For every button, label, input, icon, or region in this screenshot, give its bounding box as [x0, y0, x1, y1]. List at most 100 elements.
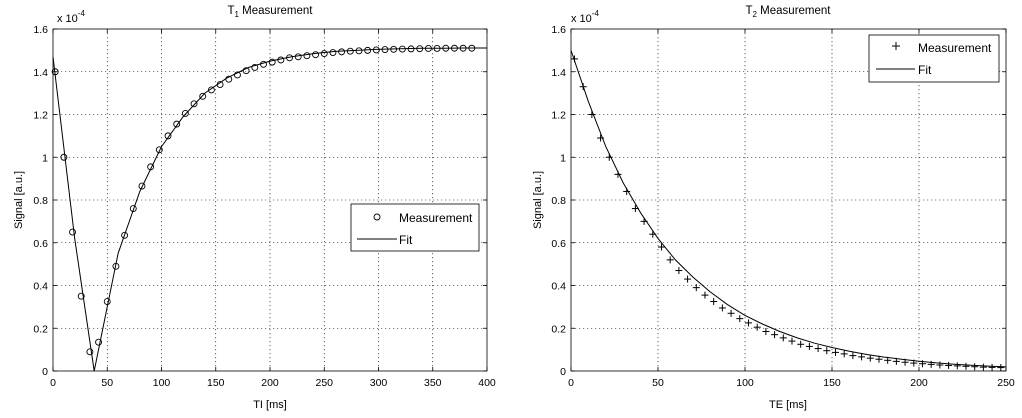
t1-data-point [277, 56, 285, 64]
t2-x-tick-label: 250 [997, 377, 1015, 389]
t2-data-point [858, 353, 866, 361]
t1-data-point [86, 348, 94, 356]
t2-y-tick-label: 0.6 [551, 238, 566, 250]
t2-data-point [936, 361, 944, 369]
t1-x-tick-label: 400 [478, 377, 496, 389]
t1-data-point [398, 45, 406, 53]
t2-data-point [831, 348, 839, 356]
t1-y-tick-label: 1 [42, 152, 48, 164]
t2-data-point [727, 309, 735, 317]
t1-data-point [251, 64, 259, 71]
t2-data-point [918, 360, 926, 368]
t1-data-point [60, 153, 68, 161]
t1-data-point [329, 49, 337, 56]
t2-fit-curve [570, 50, 1007, 368]
t2-fit-curve-group [570, 50, 1007, 368]
t1-data-point [173, 120, 181, 128]
t2-data-point [640, 217, 648, 225]
t1-x-tick-label: 300 [370, 377, 388, 389]
t2-data-point [849, 352, 857, 360]
t1-data-point [181, 109, 189, 117]
t2-measurement-markers [570, 55, 1005, 372]
t1-data-point [147, 163, 155, 171]
t2-chart-title: T2 Measurement [746, 5, 832, 19]
t1-data-point [51, 68, 59, 76]
t1-data-point [138, 182, 146, 190]
t2-x-tick-label: 200 [910, 377, 928, 389]
t2-data-point [875, 355, 883, 363]
t2-data-point [623, 187, 631, 195]
t1-data-point [303, 52, 311, 60]
t2-data-point [988, 363, 996, 371]
t1-ticks: 0 50 100 150 200 250 300 350 400 0 0.2 0.4 0.6 0.8 1 1.… [33, 24, 496, 389]
t1-data-point [372, 46, 380, 54]
t1-data-point [260, 60, 267, 68]
t1-y-tick-label: 1.4 [33, 67, 48, 79]
t2-y-axis-label: Signal [a.u.] [532, 171, 544, 229]
t2-legend-box [868, 34, 1000, 83]
t2-ticks: 0 50 100 150 200 250 0 0.2 0.4 0.6 0.8 1 1.2 1.4 1.6 [551, 24, 1015, 389]
t2-data-point [631, 205, 639, 213]
t1-data-point [121, 231, 129, 239]
t2-legend: Measurement Fit [868, 34, 1000, 83]
t1-data-point [199, 92, 207, 100]
t2-data-point [744, 319, 752, 327]
t2-y-tick-label: 0 [560, 366, 566, 378]
t1-x-tick-label: 350 [424, 377, 442, 389]
t1-data-point [407, 45, 415, 53]
t1-legend: Measurement Fit [350, 203, 480, 252]
t1-x-axis-label: TI [ms] [253, 399, 287, 411]
t2-y-tick-label: 0.2 [551, 323, 566, 335]
t2-x-tick-label: 0 [568, 377, 574, 389]
t2-legend-measurement-label: Measurement [918, 41, 992, 55]
t1-data-point [433, 45, 441, 52]
t2-data-point [614, 170, 622, 178]
t2-data-point [666, 256, 674, 264]
t2-chart-panel: 0 50 100 150 200 250 0 0.2 0.4 0.6 0.8 1 1.2 1.4 1.6 T… [532, 5, 1015, 411]
t1-data-point [451, 44, 458, 52]
t2-y-exponent: x 10-4 [571, 9, 599, 25]
t1-grid [53, 29, 487, 371]
t2-data-point [771, 331, 779, 339]
t1-data-point [468, 44, 476, 52]
t2-data-point [684, 275, 692, 283]
t1-data-point [381, 46, 389, 53]
t1-y-axis-label: Signal [a.u.] [13, 171, 25, 229]
t2-y-tick-label: 1 [560, 152, 566, 164]
t2-data-point [945, 361, 953, 369]
t1-y-tick-label: 0.8 [33, 195, 48, 207]
t2-data-point [736, 315, 744, 323]
t1-data-point [424, 45, 432, 52]
t1-data-point [338, 48, 346, 56]
t2-data-point [805, 342, 813, 350]
t2-data-point [570, 55, 578, 63]
t1-y-tick-label: 1.2 [33, 110, 48, 122]
t2-data-point [840, 350, 848, 358]
t1-x-tick-label: 200 [261, 377, 279, 389]
t2-data-point [692, 284, 700, 292]
t2-data-point [979, 363, 987, 371]
t1-x-tick-label: 0 [50, 377, 56, 389]
t1-data-point [225, 75, 233, 83]
t1-y-tick-label: 1.6 [33, 24, 48, 36]
t1-legend-box [350, 203, 480, 252]
t2-data-point [675, 267, 683, 275]
t2-y-tick-label: 1.6 [551, 24, 566, 36]
t1-data-point [207, 86, 215, 94]
t1-legend-fit-label: Fit [399, 233, 413, 247]
t2-data-point [753, 323, 761, 331]
t1-data-point [69, 228, 76, 236]
t2-data-point [657, 243, 665, 251]
t2-data-point [814, 345, 822, 353]
t1-data-point [286, 54, 293, 62]
t1-data-point [103, 298, 111, 305]
t1-data-point [320, 50, 328, 58]
t2-data-point [892, 357, 900, 365]
t1-y-exponent: x 10-4 [57, 9, 85, 25]
t1-chart-panel: 0 50 100 150 200 250 300 350 400 0 0.2 0.4 0.6 0.8 1 1.… [13, 5, 496, 411]
t2-x-axis-label: TE [ms] [769, 399, 807, 411]
t2-x-tick-label: 50 [652, 377, 664, 389]
t1-data-point [112, 262, 120, 270]
t1-data-point [242, 67, 250, 75]
